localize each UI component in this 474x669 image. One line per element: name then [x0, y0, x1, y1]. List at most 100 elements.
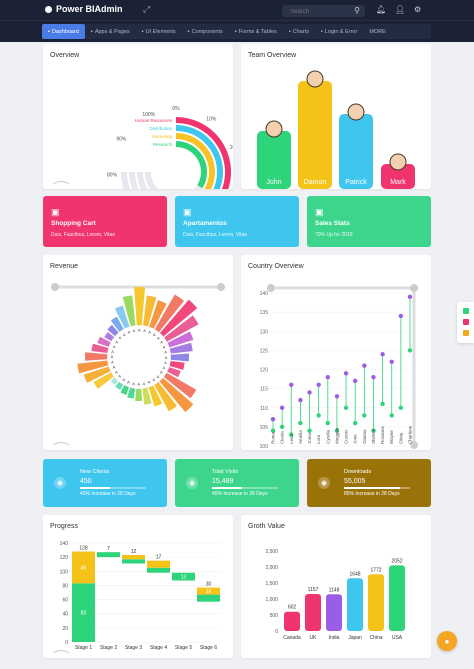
revenue-tick: A	[160, 340, 163, 345]
country-low-point	[334, 428, 340, 433]
nav-item-apps-pages[interactable]: ▪ Apps & Pages	[85, 24, 136, 39]
kpi-progress-bar	[344, 487, 410, 489]
stat-title: Shopping Cart	[51, 220, 96, 227]
kpi-card-new-clients[interactable]: ◉ New Clients 450 45% Increase in 28 Day…	[43, 459, 167, 507]
user-icon[interactable]: 👤︎	[395, 5, 406, 14]
country-high-point	[289, 382, 294, 387]
growth-value-label: 1157	[308, 587, 319, 593]
country-chart: 100 105 110 115 120 125 130 135 140 Roma Ciesta Len…	[260, 284, 418, 450]
nav-item-more[interactable]: MORE	[363, 24, 392, 39]
revenue-tick: A	[127, 379, 130, 384]
progress-yellow-label: 10	[206, 589, 212, 595]
building-icon: ▣	[183, 207, 192, 217]
stat-card-apartamentos[interactable]: ▣ Apartamentos Duis, Faucibus, Lorem, Vi…	[175, 196, 299, 247]
side-tab-orange[interactable]	[463, 330, 469, 336]
app-title: Power BIAdmin	[56, 4, 123, 14]
growth-ytick-label: 1,500	[265, 581, 278, 587]
revenue-bar	[127, 387, 135, 399]
nav-item-login-error[interactable]: ▪ Login & Error	[315, 24, 363, 39]
revenue-bar	[143, 295, 157, 327]
revenue-bar	[170, 353, 189, 362]
team-avatar-icon	[306, 70, 324, 88]
kpi-footer: 45% Increase in 28 Days	[212, 491, 268, 497]
growth-xtick-label: USA	[392, 635, 403, 641]
basket-icon: ▣	[51, 207, 60, 217]
nav-item-label: Apps & Pages	[94, 28, 130, 35]
nav-item-dashboard[interactable]: ▪ Dashboard	[42, 24, 85, 39]
search-input[interactable]	[288, 6, 352, 18]
progress-xtick-label: Stage 5	[175, 645, 192, 651]
country-low-point	[362, 413, 367, 418]
revenue-tick: A	[164, 349, 167, 354]
components-icon: ▪	[187, 28, 190, 35]
revenue-bar	[85, 352, 108, 361]
country-low-point	[407, 348, 413, 353]
revenue-tick: A	[157, 336, 160, 341]
country-low-point	[343, 405, 349, 410]
progress-card: Progress 0 20 40 60 80 100 120 140 128 83 45 Stage …	[43, 515, 233, 658]
side-tab-red[interactable]	[463, 319, 469, 325]
side-panel-tabs	[457, 302, 474, 343]
nav-item-components[interactable]: ▪ Components	[182, 24, 229, 39]
search-icon[interactable]: ⚲	[354, 6, 360, 15]
apps-icon: ▪	[90, 28, 93, 35]
chat-fab-icon[interactable]: ●	[437, 631, 457, 651]
revenue-bar	[114, 305, 130, 329]
side-tab-green[interactable]	[463, 308, 469, 314]
revenue-bar	[167, 331, 194, 348]
search-box[interactable]: ⚲	[282, 5, 365, 18]
country-xtick-label: Joma	[307, 432, 312, 444]
progress-yellow-segment	[72, 551, 95, 584]
country-xtick-label: Meggan	[334, 427, 339, 444]
country-card: Country Overview 100 105 110 115 120 125 130 13…	[241, 255, 431, 450]
revenue-bar	[148, 385, 163, 407]
main-nav: ▪ Dashboard ▪ Apps & Pages ▪ UI Elements ▪ Comp…	[0, 20, 474, 42]
progress-sparkline	[52, 650, 70, 654]
bell-icon[interactable]: 🔔︎	[376, 5, 387, 14]
kpi-title: New Clients	[80, 469, 110, 475]
team-chart: John Damon Patrick Mark	[257, 70, 415, 189]
progress-total-label: 12	[131, 549, 137, 555]
kpi-card-total-visits[interactable]: ◉ Total Visits 15,489 45% Increase in 28…	[175, 459, 299, 507]
country-xtick-label: Cuomo	[344, 429, 349, 444]
country-low-point	[307, 428, 312, 433]
revenue-bar	[134, 287, 146, 326]
nav-item-forms-tables[interactable]: ▪ Forms & Tables	[229, 24, 283, 39]
nav-item-charts[interactable]: ▪ Charts	[283, 24, 315, 39]
progress-total-label: 30	[206, 582, 212, 588]
kpi-card-downloads[interactable]: ◉ Downloads 55,005 85% Increase in 28 Da…	[307, 459, 431, 507]
country-high-point	[316, 382, 321, 387]
overview-tick-label: 0%	[172, 106, 180, 112]
lock-icon: ▪	[320, 28, 323, 35]
progress-total-label: 128	[79, 545, 88, 551]
country-slider-handle-left	[267, 284, 275, 292]
overview-arc-marketing	[175, 133, 215, 189]
revenue-tick: A	[123, 332, 126, 337]
revenue-tick: A	[113, 365, 116, 370]
settings-icon[interactable]: ⚙	[414, 5, 422, 14]
stat-card-shopping-cart[interactable]: ▣ Shopping Cart Duis, Faucibus, Lorem, V…	[43, 196, 167, 247]
country-xtick-label: Rosanne	[380, 425, 385, 444]
team-title: Team Overview	[248, 52, 297, 59]
revenue-tick: A	[137, 381, 140, 386]
app-logo[interactable]: Power BIAdmin	[45, 4, 123, 14]
kpi-progress-fill	[212, 487, 242, 489]
nav-item-ui-elements[interactable]: ▪ UI Elements	[136, 24, 182, 39]
team-bar-label: Damon	[304, 179, 327, 186]
country-high-point	[279, 405, 285, 410]
progress-ytick-label: 100	[60, 569, 69, 575]
revenue-tick: A	[148, 380, 151, 385]
country-ytick-label: 135	[260, 310, 269, 316]
revenue-bar	[154, 294, 185, 333]
country-xtick-label: Amelia	[298, 430, 303, 444]
kpi-progress-bar	[80, 487, 146, 489]
country-slider-handle-bottom	[410, 441, 418, 449]
fullscreen-icon[interactable]: ⤢	[143, 4, 151, 14]
kpi-footer: 85% Increase in 28 Days	[344, 491, 400, 497]
stat-card-sales-stats[interactable]: ▣ Sales Stats 70% Up for 2019	[307, 196, 431, 247]
revenue-tick: A	[111, 354, 114, 359]
revenue-bar	[159, 299, 198, 337]
overview-series-label: Distribution	[149, 126, 172, 131]
country-xtick-label: Ciesta	[280, 431, 285, 444]
